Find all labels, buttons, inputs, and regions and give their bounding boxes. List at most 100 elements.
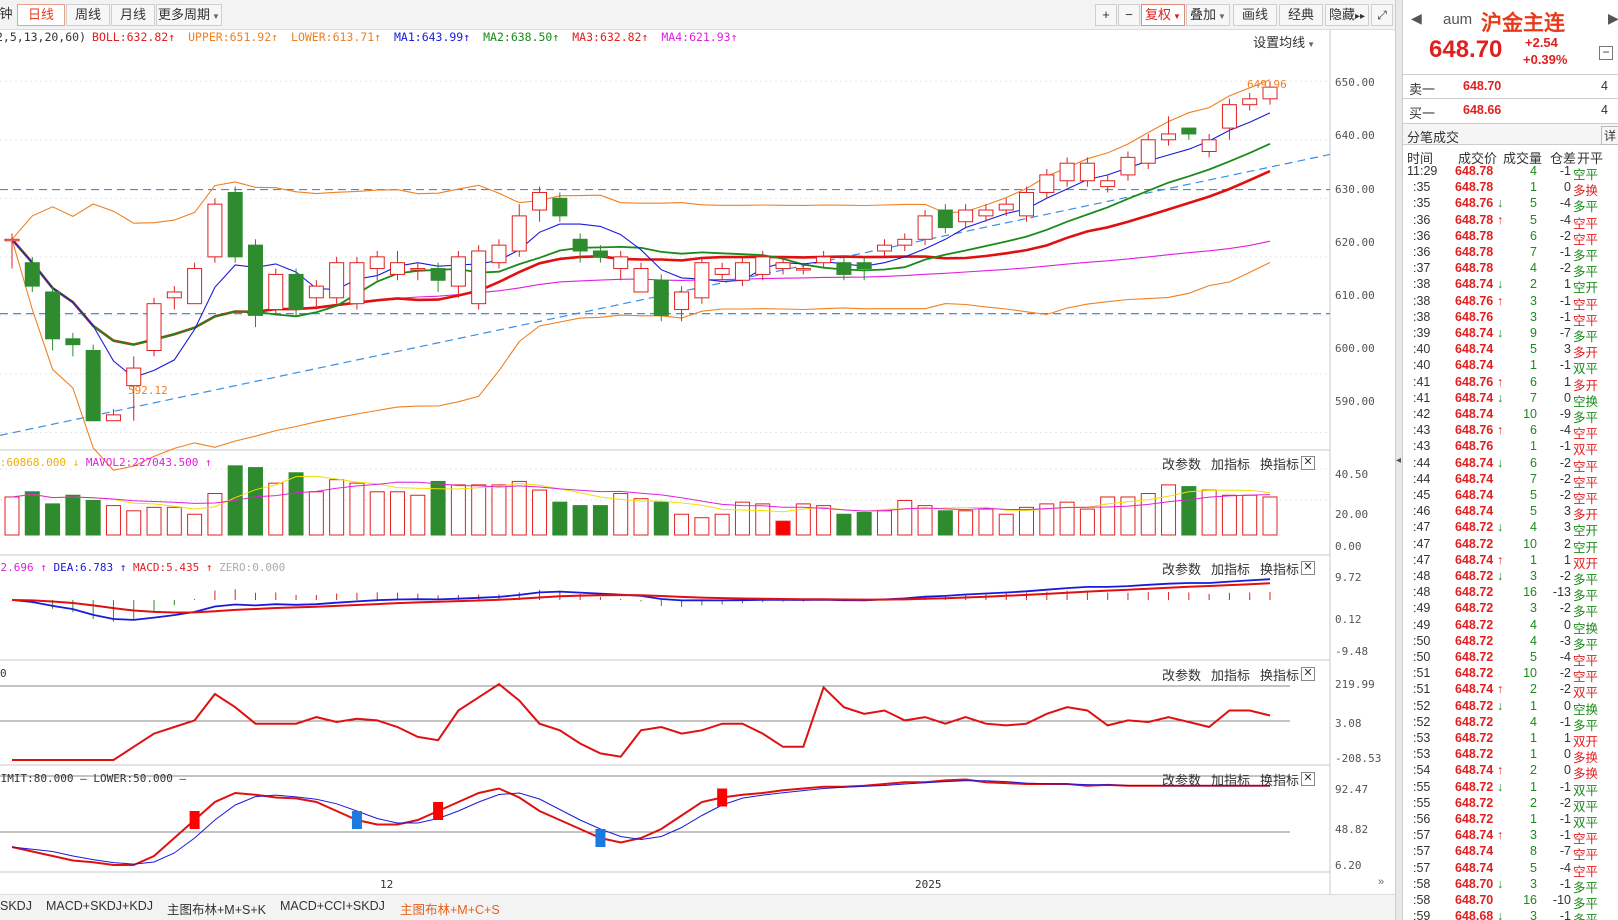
add-indicator-button[interactable]: 加指标 <box>1210 773 1250 788</box>
tick-type: 多换 <box>1573 767 1599 782</box>
macd-panel <box>11 578 1271 622</box>
switch-indicator-button[interactable]: 换指标 <box>1259 562 1299 577</box>
tick-row: :36 648.78 6 -2 空平 <box>1403 229 1618 247</box>
modify-params-button[interactable]: 改参数 <box>1161 668 1201 683</box>
ma-settings-button[interactable]: 设置均线 ▼ <box>1253 32 1315 51</box>
candle-body <box>390 262 406 275</box>
close-panel-button[interactable]: ✕ <box>1301 772 1315 786</box>
tick-row: 11:29 648.78 4 -1 空平 <box>1403 164 1618 182</box>
up-arrow-icon: ↑ <box>113 561 133 574</box>
tick-volume: 7 <box>1530 471 1537 486</box>
tick-volume: 6 <box>1530 423 1537 438</box>
tick-volume: 3 <box>1530 601 1537 616</box>
candle <box>390 251 406 281</box>
template-tab[interactable]: SKDJ <box>0 899 32 913</box>
chart-svg[interactable] <box>0 0 1395 894</box>
template-tab[interactable]: 主图布林+M+S+K <box>167 903 266 917</box>
volume-bar <box>390 491 406 536</box>
tick-time: :55 <box>1413 779 1431 794</box>
tab-day[interactable]: 日线 <box>17 4 65 26</box>
tab-more-periods[interactable]: 更多周期 ▼ <box>156 4 222 26</box>
skdj-panel <box>0 775 1290 866</box>
tick-volume: 5 <box>1530 504 1537 519</box>
tick-volume: 3 <box>1530 309 1537 324</box>
price-change-pct: +0.39% <box>1523 52 1568 67</box>
candle-body <box>146 303 162 352</box>
zoom-in-button[interactable]: + <box>1095 4 1117 26</box>
tick-price: 648.74 <box>1455 390 1494 405</box>
candle-body <box>349 262 365 305</box>
col-time: 时间 <box>1407 151 1434 166</box>
tick-volume: 1 <box>1530 779 1537 794</box>
switch-indicator-button[interactable]: 换指标 <box>1259 773 1299 788</box>
tick-type: 空换 <box>1573 394 1599 409</box>
modify-params-button[interactable]: 改参数 <box>1161 562 1201 577</box>
candle <box>471 245 487 310</box>
candle <box>45 286 61 351</box>
modify-params-button[interactable]: 改参数 <box>1161 457 1201 472</box>
template-tab-active[interactable]: 主图布林+M+C+S <box>400 903 500 917</box>
classic-button[interactable]: 经典 <box>1279 4 1323 26</box>
tick-price: 648.72 <box>1455 569 1494 583</box>
add-indicator-button[interactable]: 加指标 <box>1210 668 1250 683</box>
template-tab[interactable]: MACD+CCI+SKDJ <box>280 899 385 913</box>
tab-week[interactable]: 周线 <box>66 4 110 26</box>
skdj-signal-marker <box>595 829 606 847</box>
close-panel-button[interactable]: ✕ <box>1301 667 1315 681</box>
tick-price: 648.74 <box>1455 682 1494 697</box>
tick-time: :37 <box>1413 261 1431 276</box>
high-annotation: 649.96 <box>1247 78 1287 91</box>
price-panel <box>0 79 1331 471</box>
template-tab[interactable]: MACD+SKDJ+KDJ <box>46 899 153 913</box>
volume-bar <box>450 484 466 536</box>
up-arrow-icon: ↑ <box>1497 828 1504 843</box>
dif-line <box>11 578 1271 621</box>
down-arrow-icon: ↓ <box>1497 698 1504 713</box>
next-symbol-icon[interactable]: ▶ <box>1608 10 1618 26</box>
candle <box>653 274 669 322</box>
candle <box>937 204 953 234</box>
up-arrow-icon: ↑ <box>271 30 279 44</box>
modify-params-button[interactable]: 改参数 <box>1161 773 1201 788</box>
ticks-detail-button[interactable]: 详 <box>1601 126 1618 145</box>
switch-indicator-button[interactable]: 换指标 <box>1259 668 1299 683</box>
zoom-out-button[interactable]: − <box>1118 4 1140 26</box>
tab-month[interactable]: 月线 <box>111 4 155 26</box>
ma1-line <box>11 112 1271 379</box>
tick-row: :53 648.72 1 1 双开 <box>1403 731 1618 749</box>
candle-body <box>998 203 1014 211</box>
collapse-arrow-icon[interactable]: ◂ <box>1396 455 1402 466</box>
switch-indicator-button[interactable]: 换指标 <box>1259 457 1299 472</box>
tick-type: 双平 <box>1573 362 1599 377</box>
hide-button[interactable]: 隐藏▸▸ <box>1325 4 1369 26</box>
tick-volume: 5 <box>1530 860 1537 875</box>
fullscreen-icon[interactable]: ⤢ <box>1371 4 1393 26</box>
tab-minute[interactable]: 钟 <box>0 6 13 21</box>
draw-line-button[interactable]: 画线 <box>1233 4 1277 26</box>
candle-body <box>329 262 345 299</box>
close-panel-button[interactable]: ✕ <box>1301 561 1315 575</box>
collapse-icon[interactable]: − <box>1599 46 1613 60</box>
tick-row: :41 648.74 7 0 空换 ↓ <box>1403 390 1618 409</box>
add-indicator-button[interactable]: 加指标 <box>1210 457 1250 472</box>
tick-volume: 7 <box>1530 390 1537 405</box>
candle <box>24 256 40 292</box>
close-panel-button[interactable]: ✕ <box>1301 456 1315 470</box>
add-indicator-button[interactable]: 加指标 <box>1210 562 1250 577</box>
volume-bar <box>694 517 710 536</box>
prev-symbol-icon[interactable]: ◀ <box>1411 10 1422 26</box>
panel-splitter[interactable]: ◂ <box>1395 0 1402 920</box>
scroll-right-icon[interactable]: » <box>1378 876 1385 888</box>
candle-body <box>85 350 101 422</box>
mavol2-value: MAVOL2:227043.500 <box>85 456 199 469</box>
tick-row: :49 648.72 3 -2 多平 <box>1403 601 1618 619</box>
dea-value: DEA:6.783 <box>53 561 114 574</box>
tick-price: 648.76 <box>1455 374 1494 389</box>
macd-axis-label: -9.48 <box>1335 645 1369 658</box>
tick-type: 多平 <box>1573 249 1599 263</box>
fuquan-button[interactable]: 复权 ▼ <box>1141 4 1185 26</box>
tick-price: 648.72 <box>1455 747 1494 762</box>
tick-volume: 4 <box>1530 261 1537 276</box>
col-price: 成交价 <box>1458 151 1498 166</box>
overlay-button[interactable]: 叠加 ▼ <box>1186 4 1230 26</box>
